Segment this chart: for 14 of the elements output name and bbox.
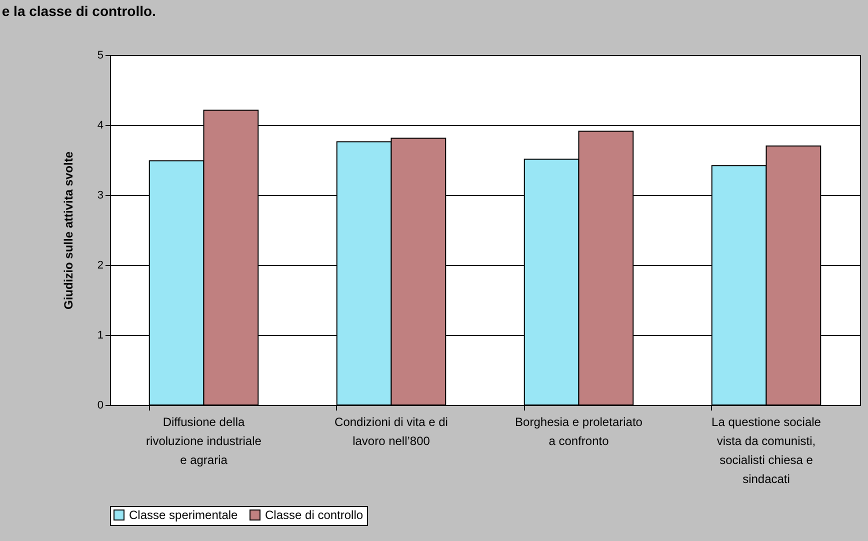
y-tick-label: 4 [97,120,104,132]
x-tick-label: La questione sociale vista da comunisti, socialisti chiesa e sindacati [712,415,822,486]
y-axis-title: Giudizio sulle attivita svolte [61,151,76,310]
y-tick-label: 5 [97,50,104,62]
y-tick-label: 0 [97,400,104,412]
x-tick-label: Condizioni di vita e di lavoro nell’800 [334,415,448,448]
y-tick-label: 3 [97,190,104,202]
legend-label: Classe di controllo [265,508,364,522]
x-tick-label: Borghesia e proletariato a confronto [515,415,643,448]
x-tick-label: Diffusione della rivoluzione industriale e agraria [146,415,262,467]
y-tick-label: 1 [97,330,104,342]
chart-title: e la classe di controllo. [2,3,156,19]
legend-label: Classe sperimentale [129,508,238,522]
y-tick-label: 2 [97,260,104,272]
